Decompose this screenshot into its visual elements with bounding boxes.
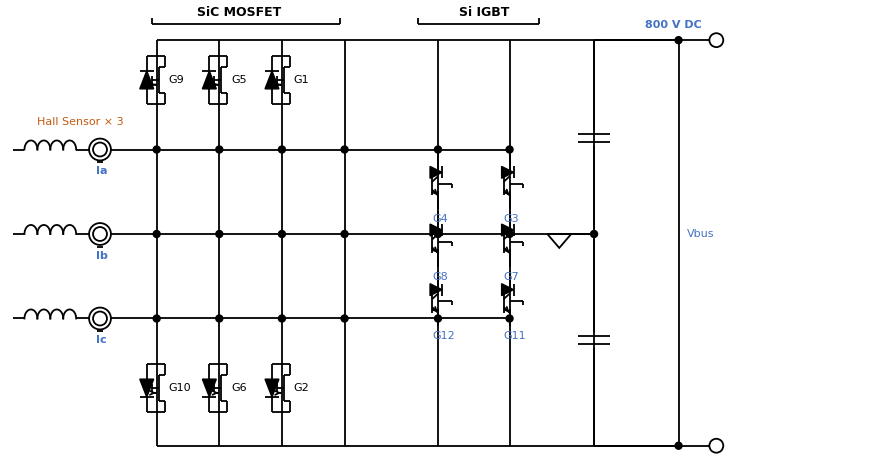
Text: Ic: Ic xyxy=(96,335,107,345)
Circle shape xyxy=(93,227,107,241)
Circle shape xyxy=(216,146,223,153)
Circle shape xyxy=(89,138,111,160)
Circle shape xyxy=(93,311,107,325)
Text: G7: G7 xyxy=(504,272,519,282)
Circle shape xyxy=(278,146,285,153)
Polygon shape xyxy=(203,379,217,397)
Polygon shape xyxy=(140,71,154,89)
Circle shape xyxy=(435,231,442,237)
Circle shape xyxy=(341,315,348,322)
Text: G10: G10 xyxy=(168,383,191,393)
Circle shape xyxy=(341,146,348,153)
Polygon shape xyxy=(430,284,442,295)
Circle shape xyxy=(153,315,160,322)
Circle shape xyxy=(89,308,111,329)
Circle shape xyxy=(278,315,285,322)
Polygon shape xyxy=(430,224,442,236)
Text: G8: G8 xyxy=(432,272,448,282)
Text: G6: G6 xyxy=(231,383,247,393)
Circle shape xyxy=(675,442,682,449)
Polygon shape xyxy=(140,379,154,397)
Circle shape xyxy=(93,143,107,157)
Polygon shape xyxy=(203,71,217,89)
Circle shape xyxy=(675,37,682,44)
Polygon shape xyxy=(502,166,513,178)
Text: SiC MOSFET: SiC MOSFET xyxy=(197,6,281,19)
Polygon shape xyxy=(502,284,513,295)
Circle shape xyxy=(435,146,442,153)
Circle shape xyxy=(506,231,513,237)
Text: G5: G5 xyxy=(231,75,247,85)
Text: G11: G11 xyxy=(504,332,526,341)
Text: Si IGBT: Si IGBT xyxy=(458,6,509,19)
Circle shape xyxy=(506,146,513,153)
Circle shape xyxy=(590,231,597,237)
Polygon shape xyxy=(265,379,279,397)
Text: Ib: Ib xyxy=(96,251,108,261)
Text: G4: G4 xyxy=(432,214,448,224)
Circle shape xyxy=(153,146,160,153)
Circle shape xyxy=(710,33,724,47)
Circle shape xyxy=(435,315,442,322)
Text: G9: G9 xyxy=(168,75,184,85)
Circle shape xyxy=(278,231,285,237)
Polygon shape xyxy=(265,71,279,89)
Text: G2: G2 xyxy=(294,383,310,393)
Text: Vbus: Vbus xyxy=(686,229,714,239)
Text: Hall Sensor × 3: Hall Sensor × 3 xyxy=(38,117,124,127)
Text: G1: G1 xyxy=(294,75,309,85)
Text: 800 V DC: 800 V DC xyxy=(645,20,702,30)
Circle shape xyxy=(216,315,223,322)
Circle shape xyxy=(506,315,513,322)
Circle shape xyxy=(710,439,724,453)
Polygon shape xyxy=(502,224,513,236)
Text: Ia: Ia xyxy=(96,166,107,176)
Polygon shape xyxy=(430,166,442,178)
Text: G3: G3 xyxy=(504,214,519,224)
Circle shape xyxy=(216,231,223,237)
Circle shape xyxy=(153,231,160,237)
Circle shape xyxy=(89,223,111,245)
Text: G12: G12 xyxy=(432,332,455,341)
Circle shape xyxy=(341,231,348,237)
